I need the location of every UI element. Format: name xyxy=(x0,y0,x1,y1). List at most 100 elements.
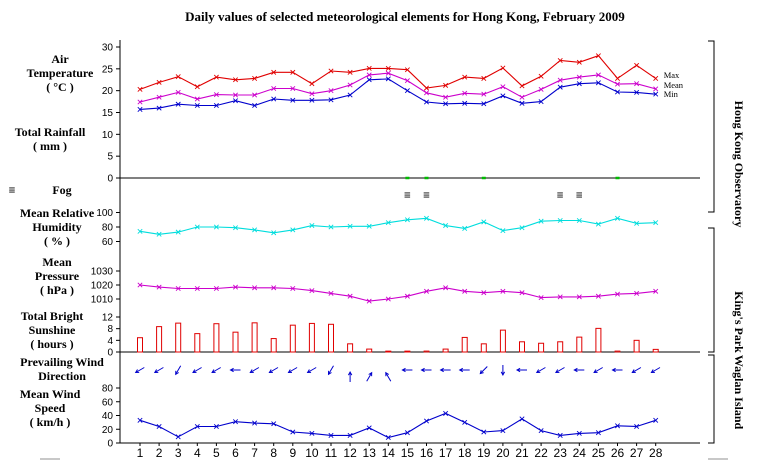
temp-mean-point-22 xyxy=(538,86,544,92)
pres-axis-tick-label-1: 1020 xyxy=(91,281,114,292)
temp-max-point-9 xyxy=(290,69,296,75)
wind-arrow-shaft xyxy=(135,367,145,373)
day-label-17: 17 xyxy=(439,446,453,460)
rh-point-23 xyxy=(557,217,563,223)
temp-mean-point-10 xyxy=(309,91,315,97)
pressure-point-6 xyxy=(232,284,239,290)
temp-mean-point-18 xyxy=(462,90,468,96)
wind-arrow-day-18 xyxy=(458,367,470,373)
rh-point-7 xyxy=(252,227,258,233)
wind-speed-point-23 xyxy=(557,432,563,438)
label-temperature: Air Temperature ( °C ) xyxy=(27,52,94,94)
label-wdir-line1: Prevailing Wind xyxy=(20,355,104,369)
wind-arrow-day-28 xyxy=(650,367,661,374)
wind-arrow-head xyxy=(555,369,560,374)
day-label-9: 9 xyxy=(289,446,296,460)
footer-mark-left xyxy=(40,458,60,460)
sun-bar-day-17 xyxy=(442,348,449,353)
wspd-axis-tick-label-1: 20 xyxy=(102,425,114,436)
legend-mean: Mean xyxy=(664,80,684,90)
temp-max-point-15 xyxy=(404,67,410,73)
temp-mean-point-26 xyxy=(614,81,621,87)
wind-arrow-day-25 xyxy=(593,367,603,374)
temp-min-point-1 xyxy=(137,106,143,112)
wind-speed-point-4 xyxy=(194,423,200,430)
wind-arrow-day-15 xyxy=(401,367,413,373)
temp-axis-tick-label-5: 25 xyxy=(102,64,114,75)
label-rh-line3: ( % ) xyxy=(44,234,70,248)
wind-arrow-head xyxy=(327,370,332,376)
wind-speed-point-10 xyxy=(309,430,315,436)
wind-speed-point-1 xyxy=(137,417,143,423)
wind-arrow-head xyxy=(650,369,655,374)
temp-max-point-18 xyxy=(462,74,468,80)
pressure-point-10 xyxy=(309,288,315,294)
wind-speed-point-7 xyxy=(252,420,258,426)
label-wspd-line1: Mean Wind xyxy=(20,387,81,401)
temp-mean-point-20 xyxy=(500,84,506,90)
temp-mean-point-12 xyxy=(347,82,353,88)
pressure-point-20 xyxy=(500,288,506,294)
day-label-1: 1 xyxy=(137,446,144,460)
sun-bar-day-1 xyxy=(137,337,143,353)
legend-min: Min xyxy=(664,89,679,99)
rh-point-1 xyxy=(137,228,143,234)
day-label-16: 16 xyxy=(420,446,434,460)
label-rh-line2: Humidity xyxy=(32,220,81,234)
day-label-3: 3 xyxy=(175,446,182,460)
rh-point-6 xyxy=(232,225,239,231)
temp-min-point-24 xyxy=(576,81,582,87)
wind-arrow-day-17 xyxy=(439,367,451,373)
day-label-25: 25 xyxy=(592,446,606,460)
pressure-point-5 xyxy=(213,285,219,292)
wind-speed-point-24 xyxy=(576,430,582,436)
label-wdir-line2: Direction xyxy=(38,369,86,383)
wind-arrow-head xyxy=(401,367,406,373)
rh-axis-tick-label-1: 80 xyxy=(102,223,114,234)
pressure-point-14 xyxy=(385,296,391,302)
temp-min-point-22 xyxy=(538,99,544,105)
sun-axis-tick-label-1: 4 xyxy=(107,336,113,347)
temp-min-point-15 xyxy=(404,88,410,94)
temp-min-point-19 xyxy=(481,101,487,107)
temp-max-point-8 xyxy=(271,69,277,75)
pressure-point-24 xyxy=(576,294,582,300)
temp-max-point-20 xyxy=(500,65,506,71)
temp-mean-point-21 xyxy=(519,94,525,100)
label-wind-speed: Mean Wind Speed ( km/h ) xyxy=(20,387,81,429)
wind-speed-point-9 xyxy=(290,429,296,435)
rh-axis-tick-label-0: 60 xyxy=(102,237,114,248)
temp-max-point-28 xyxy=(653,75,659,81)
wind-arrow-shaft xyxy=(211,367,221,373)
pressure-point-11 xyxy=(328,290,334,296)
fog-symbol-day-23: ≡ xyxy=(557,188,564,202)
wind-arrow-head xyxy=(175,370,179,376)
temp-axis-tick-label-3: 15 xyxy=(102,108,114,119)
wind-speed-point-16 xyxy=(423,418,430,424)
wind-arrow-head xyxy=(211,369,216,374)
temp-mean-point-7 xyxy=(252,92,258,98)
wind-arrow-shaft xyxy=(555,367,565,373)
label-temp-line2: Temperature xyxy=(27,66,94,80)
wind-arrow-shaft xyxy=(288,367,298,373)
day-label-4: 4 xyxy=(194,446,201,460)
pressure-point-1 xyxy=(137,282,143,288)
wind-arrow-day-13 xyxy=(366,371,373,382)
pressure-point-7 xyxy=(252,285,258,291)
wind-arrow-head xyxy=(500,371,506,377)
label-pres-line2: Pressure xyxy=(35,269,80,283)
wind-arrow-head xyxy=(368,371,373,377)
rh-point-22 xyxy=(538,218,544,224)
wind-arrow-day-10 xyxy=(306,367,317,374)
wind-arrow-head xyxy=(347,370,353,376)
wind-arrow-day-5 xyxy=(211,367,221,374)
temp-min-point-9 xyxy=(290,97,296,103)
temp-min-point-6 xyxy=(232,98,239,104)
pressure-point-13 xyxy=(366,298,372,304)
wspd-axis-tick-label-0: 0 xyxy=(107,439,113,450)
temp-mean-point-11 xyxy=(328,88,334,94)
day-label-21: 21 xyxy=(515,446,529,460)
wind-arrow-day-3 xyxy=(175,365,182,376)
pressure-point-28 xyxy=(653,288,659,294)
